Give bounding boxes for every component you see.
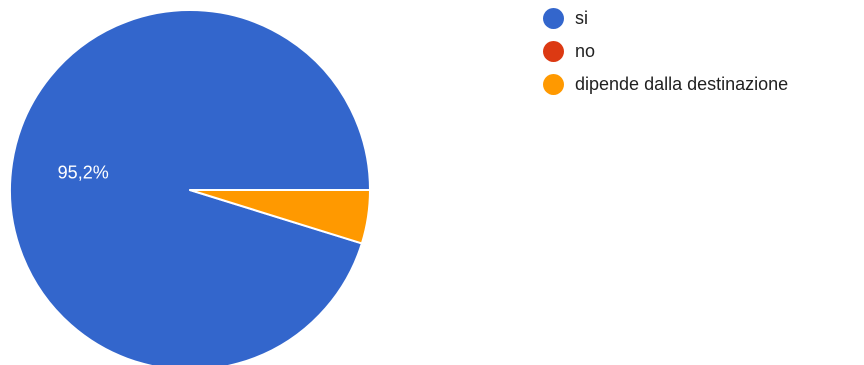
legend: si no dipende dalla destinazione [543,8,788,107]
legend-label-dipende-dalla-destinazione: dipende dalla destinazione [575,74,789,94]
legend-swatch-no [543,41,564,62]
legend-item-no[interactable]: no [543,41,788,62]
pie-slice-dipende-dalla-destinazione[interactable] [189,189,371,245]
legend-item-dipende-dalla-destinazione[interactable]: dipende dalla destinazione [543,74,788,95]
pie-slices [9,9,371,365]
legend-swatch-si [543,8,564,29]
pie-slice-si[interactable] [9,9,371,365]
pie-data-labels: 95,2% [58,163,109,183]
legend-label-si: si [575,8,588,28]
legend-item-si[interactable]: si [543,8,788,29]
pie-data-label-si: 95,2% [58,163,109,183]
legend-swatch-dipende-dalla-destinazione [543,74,564,95]
legend-label-no: no [575,41,596,61]
